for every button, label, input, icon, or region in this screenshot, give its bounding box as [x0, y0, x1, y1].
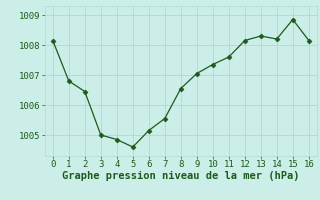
X-axis label: Graphe pression niveau de la mer (hPa): Graphe pression niveau de la mer (hPa)	[62, 171, 300, 181]
